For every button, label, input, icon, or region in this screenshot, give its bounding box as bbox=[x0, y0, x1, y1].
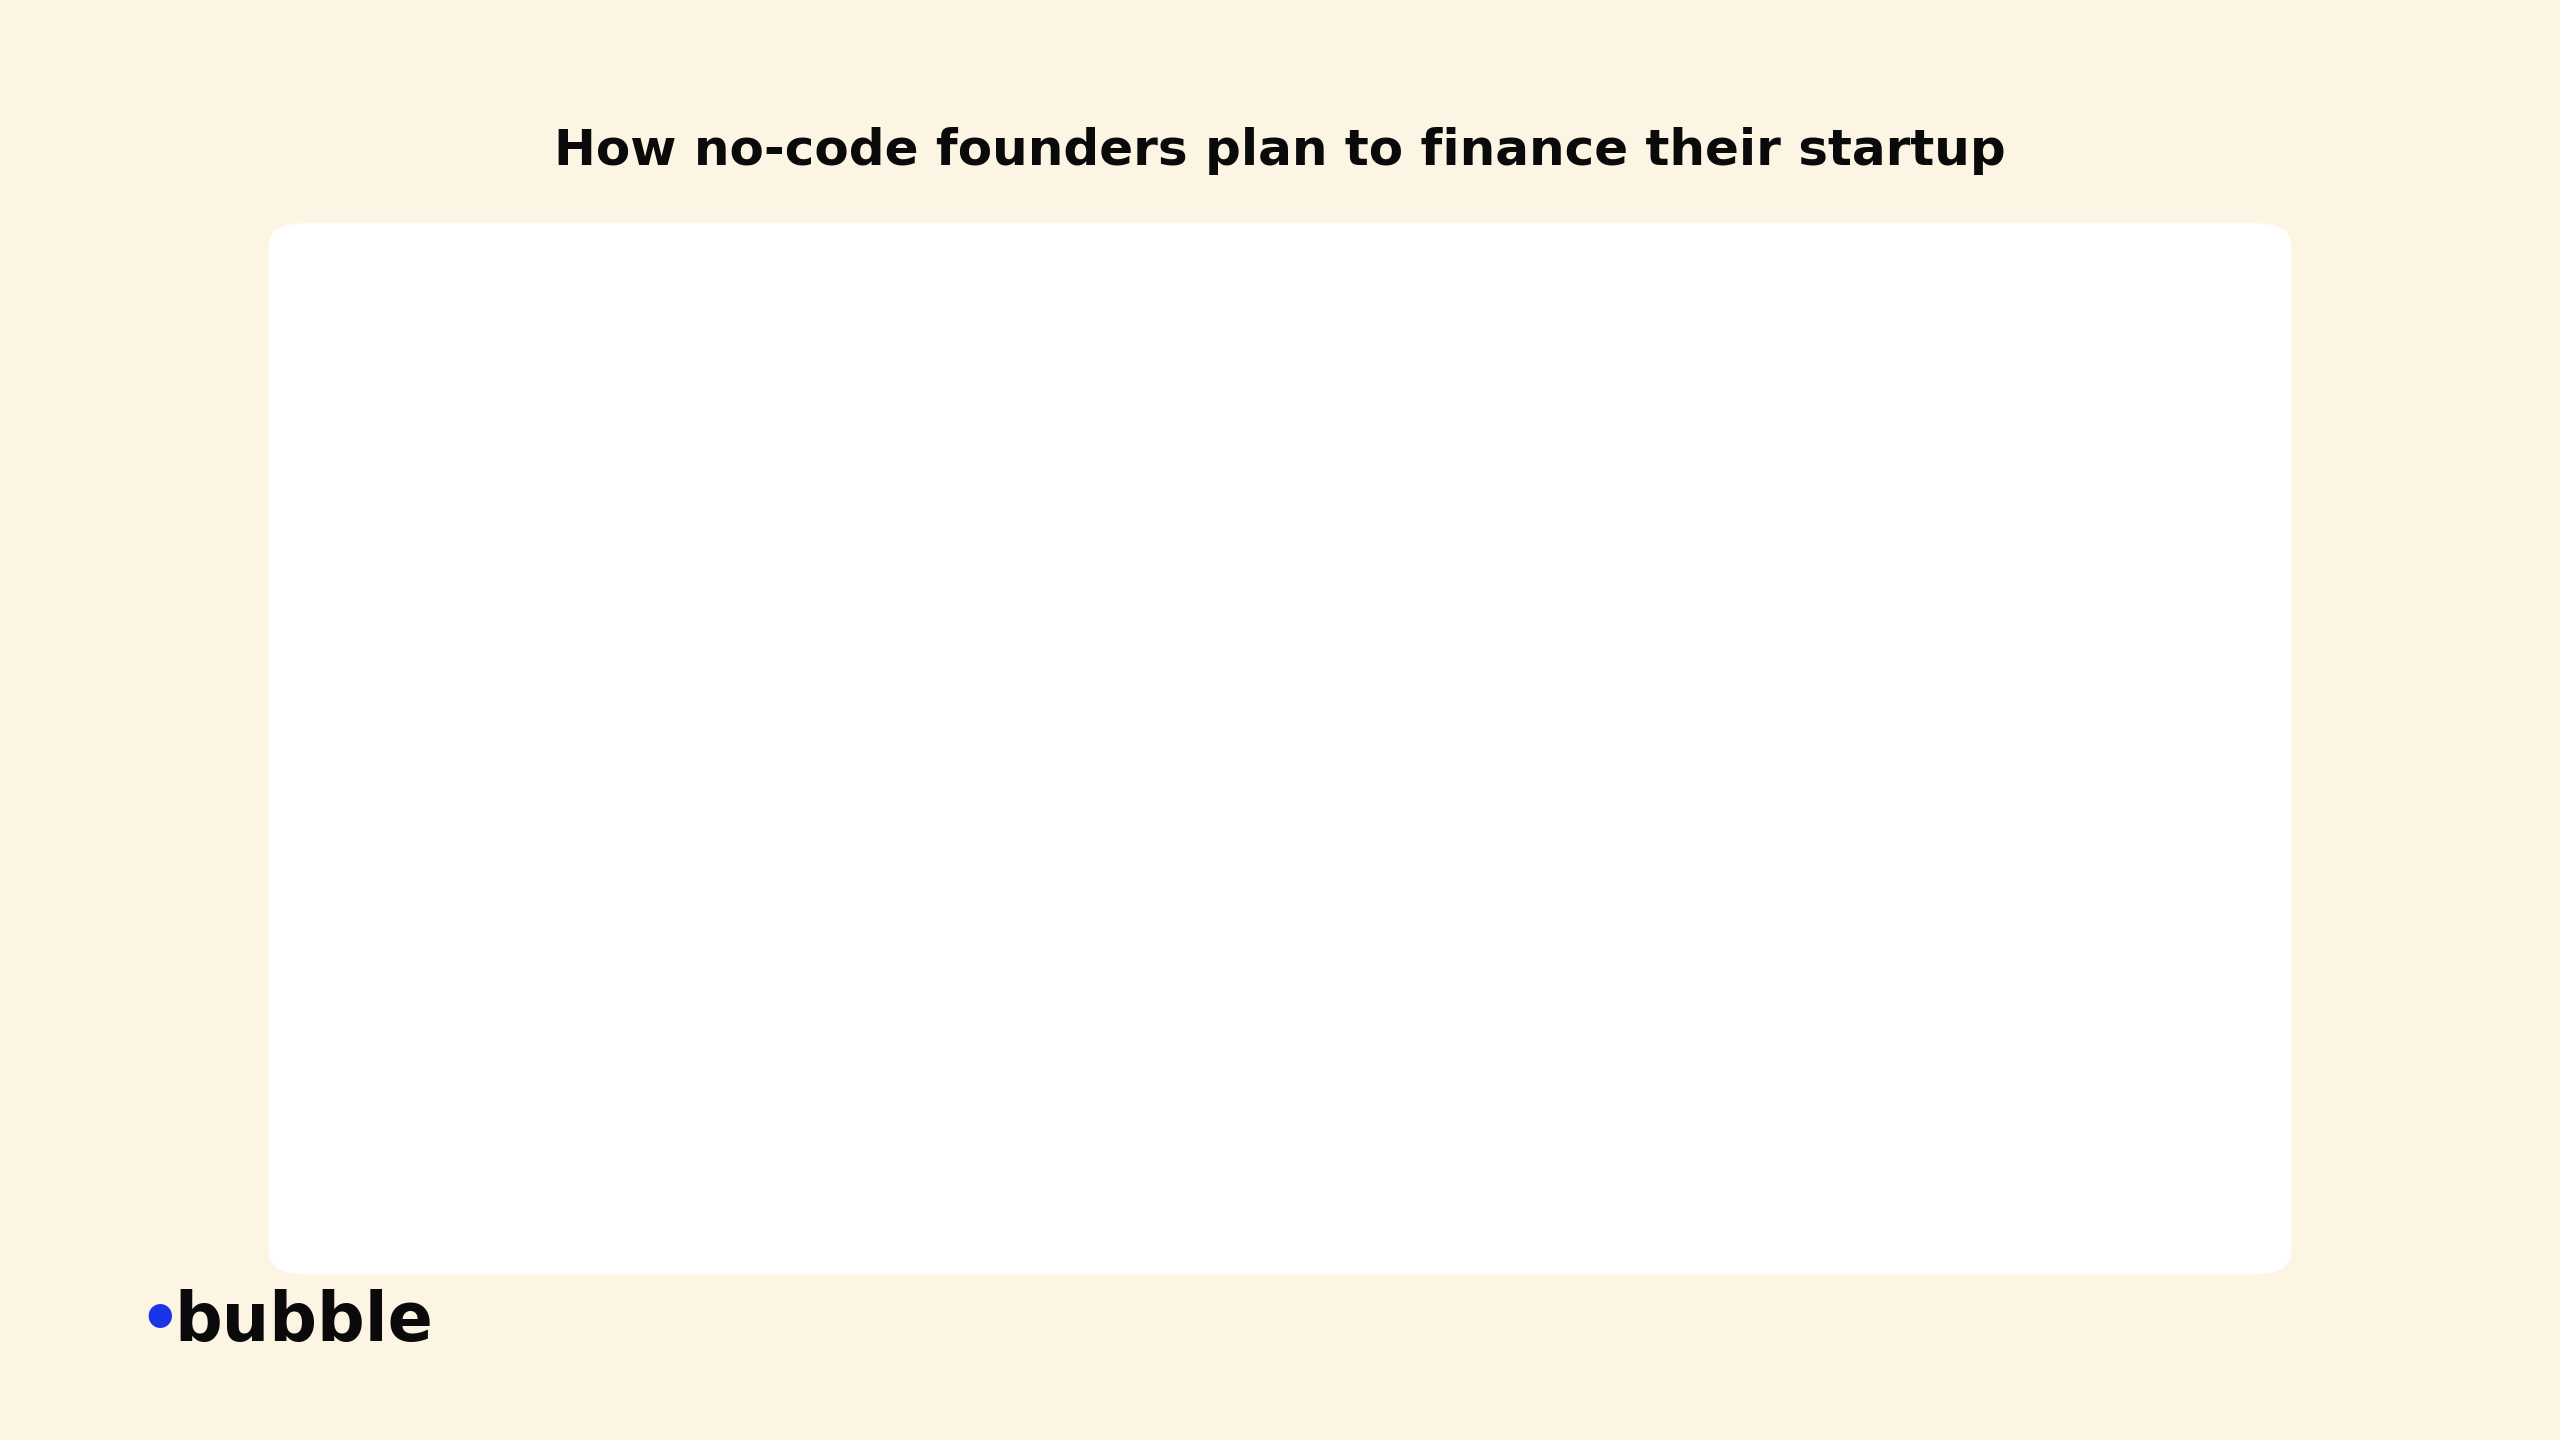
Text: How no-code founders plan to finance their startup: How no-code founders plan to finance the… bbox=[553, 127, 2007, 176]
Text: bubble: bubble bbox=[174, 1289, 433, 1355]
Bar bbox=[563, 603, 771, 707]
Text: •: • bbox=[138, 1289, 182, 1355]
Text: I’m seeking venture funding (13%): I’m seeking venture funding (13%) bbox=[786, 641, 1316, 670]
Bar bbox=[563, 416, 1833, 520]
Text: I’m bootstrapping (80%): I’m bootstrapping (80%) bbox=[1011, 454, 1385, 482]
FancyBboxPatch shape bbox=[269, 223, 2291, 1274]
Text: I’m crowdfunding (0%): I’m crowdfunding (0%) bbox=[586, 1015, 934, 1044]
Text: I’ve got funding (6%): I’ve got funding (6%) bbox=[673, 828, 996, 857]
Bar bbox=[563, 791, 658, 894]
